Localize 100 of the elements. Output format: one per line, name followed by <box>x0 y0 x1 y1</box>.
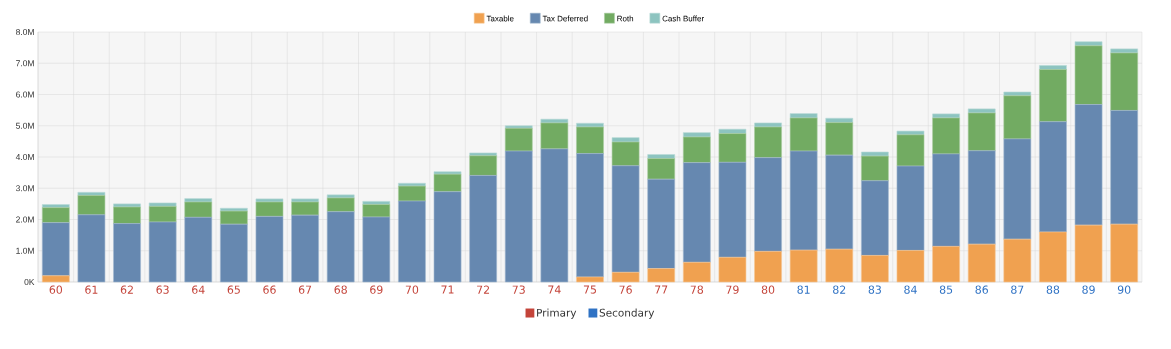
x-tick-label: 78 <box>690 285 704 294</box>
bar <box>540 122 569 150</box>
bar <box>1003 91 1032 97</box>
y-tick-label: 6.0M <box>16 91 34 98</box>
bar <box>718 257 747 283</box>
bar <box>896 250 925 283</box>
bar <box>932 153 960 247</box>
bar <box>967 112 996 152</box>
bar <box>1003 95 1032 140</box>
bar <box>896 165 925 251</box>
bar <box>682 136 711 163</box>
bar <box>932 117 960 155</box>
x-tick-label: 72 <box>477 285 490 294</box>
bar <box>682 262 711 283</box>
text: Secondary <box>599 308 655 319</box>
bar <box>611 272 640 283</box>
y-tick-label: 7.0M <box>16 60 34 67</box>
x-tick-label: 76 <box>619 285 632 294</box>
bar <box>148 202 177 207</box>
bar <box>967 150 996 245</box>
bar <box>825 154 854 250</box>
x-tick-label: 87 <box>1011 285 1024 294</box>
y-tick-label: 1.0M <box>16 247 34 254</box>
x-tick-label: 69 <box>370 285 383 294</box>
bar <box>1003 138 1032 240</box>
bar <box>1074 45 1103 105</box>
x-tick-label: 86 <box>975 285 988 294</box>
bar <box>291 201 319 216</box>
bar <box>1003 238 1032 283</box>
y-tick-label: 2.0M <box>16 216 34 223</box>
bar <box>113 206 141 224</box>
bar <box>504 125 533 129</box>
x-tick-label: 90 <box>1117 285 1131 294</box>
x-tick-label: 70 <box>405 285 419 294</box>
bar <box>611 141 640 167</box>
x-tick-label: 73 <box>512 285 525 294</box>
bar <box>77 214 106 283</box>
bar <box>255 216 284 283</box>
x-tick-label: 89 <box>1082 285 1095 294</box>
y-tick-label: 5.0M <box>16 122 34 129</box>
bar <box>576 153 604 278</box>
bar <box>1074 224 1103 283</box>
bar <box>754 126 782 158</box>
bar <box>469 175 497 283</box>
bar <box>789 150 818 251</box>
x-tick-label: 63 <box>156 285 169 294</box>
x-tick-label: 62 <box>120 285 133 294</box>
x-tick-label: 79 <box>726 285 739 294</box>
x-tick-label: 60 <box>49 285 63 294</box>
x-tick-label: 71 <box>441 285 454 294</box>
bar <box>1074 104 1103 226</box>
bar <box>362 204 391 218</box>
bar <box>896 130 925 136</box>
y-tick-label: 8.0M <box>16 29 34 35</box>
bar <box>1039 231 1067 283</box>
bar <box>41 275 70 283</box>
bar <box>469 155 497 176</box>
x-tick-label: 75 <box>583 285 596 294</box>
bar <box>682 162 711 263</box>
bar <box>77 195 106 216</box>
bar <box>718 162 747 258</box>
bar <box>754 157 782 252</box>
x-tick-label: 77 <box>655 285 668 294</box>
bar <box>1110 52 1138 111</box>
x-tick-label: 68 <box>334 285 347 294</box>
bar <box>504 150 533 283</box>
bar <box>220 210 248 225</box>
x-tick-label: 80 <box>761 285 775 294</box>
bar <box>967 243 996 283</box>
bar <box>41 207 70 223</box>
x-tick-label: 64 <box>192 285 205 294</box>
bar <box>861 155 889 182</box>
bar <box>861 180 889 256</box>
bar <box>433 173 462 192</box>
bar <box>718 133 747 163</box>
bar <box>1039 121 1067 233</box>
bar <box>1110 223 1138 283</box>
bar <box>1039 69 1067 122</box>
text: Primary <box>537 308 577 319</box>
bar <box>611 165 640 273</box>
bar <box>647 158 676 180</box>
x-tick-label: 61 <box>85 285 98 294</box>
bar <box>504 127 533 152</box>
x-tick-label: 83 <box>868 285 881 294</box>
x-tick-label: 84 <box>904 285 917 294</box>
bar <box>291 214 319 283</box>
bar <box>326 211 355 283</box>
bar <box>326 197 355 212</box>
bar <box>1110 110 1138 225</box>
x-tick-label: 65 <box>227 285 240 294</box>
bar <box>1074 41 1103 47</box>
bar <box>789 117 818 152</box>
bar <box>398 185 426 202</box>
bar <box>576 126 604 154</box>
x-tick-label: 88 <box>1046 285 1060 294</box>
bar <box>647 178 676 269</box>
bar <box>362 216 391 283</box>
bar <box>113 223 141 283</box>
bar <box>647 268 676 283</box>
bar <box>576 276 604 283</box>
